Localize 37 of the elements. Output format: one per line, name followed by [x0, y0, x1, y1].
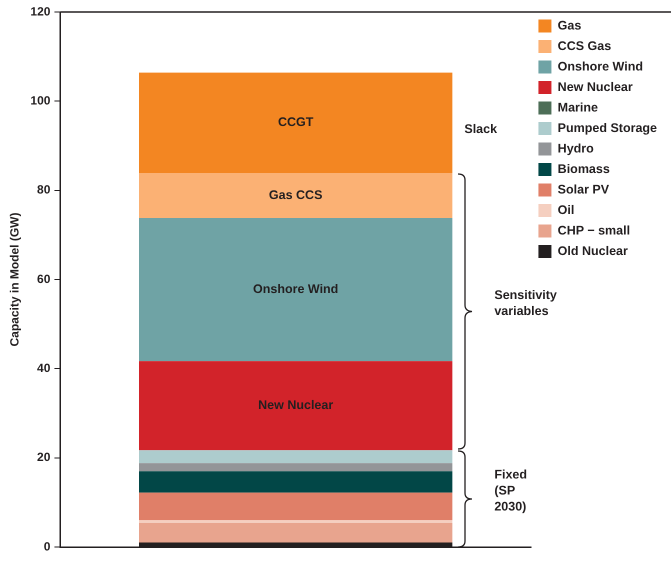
y-tick-label: 60 [37, 272, 51, 286]
annotation: Sensitivity variables [494, 288, 557, 318]
bar [138, 463, 452, 472]
legend-label: CHP − small [558, 223, 630, 238]
annotation: Slack [464, 122, 498, 136]
y-axis-title: Capacity in Model (GW) [8, 212, 22, 347]
data-label: New Nuclear [258, 398, 334, 412]
data-label: Onshore Wind [253, 282, 338, 296]
y-tick-label: 120 [30, 4, 51, 18]
data-label: Gas CCS [268, 188, 322, 202]
legend-label: Marine [558, 100, 598, 114]
y-tick-label: 100 [30, 93, 51, 108]
y-tick-label: 20 [37, 450, 51, 464]
legend-label: Biomass [558, 162, 610, 176]
legend-label: Old Nuclear [558, 244, 628, 258]
bar [138, 218, 452, 362]
y-tick-label: 0 [44, 539, 51, 554]
bar [138, 492, 452, 520]
legend-label: New Nuclear [558, 80, 633, 94]
annotation: Fixed (SP 2030) [494, 467, 528, 514]
legend-label: Gas [558, 18, 582, 32]
y-tick-label: 80 [37, 182, 51, 197]
legend-label: CCS Gas [558, 38, 612, 53]
legend-label: Oil [558, 202, 574, 217]
legend-label: Hydro [558, 141, 594, 156]
bar [138, 361, 452, 450]
bar [138, 450, 452, 464]
y-tick-label: 40 [37, 360, 51, 375]
bar [138, 471, 452, 493]
bar [138, 172, 452, 218]
bar [138, 72, 452, 173]
bar [138, 520, 452, 523]
bar [138, 522, 452, 543]
legend-label: Solar PV [558, 182, 610, 196]
legend-label: Onshore Wind [558, 59, 643, 74]
legend-label: Pumped Storage [558, 120, 658, 135]
data-label: CCGT [278, 115, 314, 130]
